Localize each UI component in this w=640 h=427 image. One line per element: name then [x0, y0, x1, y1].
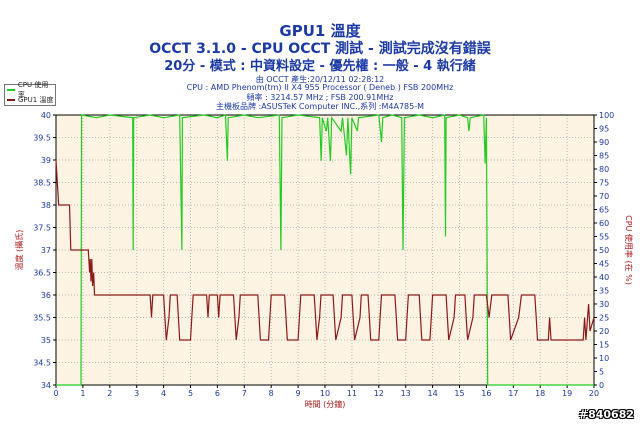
series-line-cpu-usage	[56, 114, 594, 386]
y-right-tick-label: 60	[599, 219, 609, 228]
legend-label-gpu: GPU1 溫度	[18, 96, 54, 104]
y-left-tick-label: 35.5	[33, 314, 51, 323]
x-tick-label: 13	[401, 389, 411, 398]
x-tick-label: 14	[428, 389, 438, 398]
y-right-tick-label: 95	[599, 125, 609, 134]
x-tick-label: 2	[107, 389, 112, 398]
y-right-tick-label: 30	[599, 300, 609, 309]
legend-label-cpu: CPU 使用率	[17, 81, 49, 99]
chart-legend: CPU 使用率 GPU1 溫度	[4, 81, 56, 106]
y-right-tick-label: 100	[599, 111, 614, 120]
y-left-tick-label: 38.5	[33, 179, 51, 188]
y-right-tick-label: 20	[599, 327, 609, 336]
y-right-tick-label: 75	[599, 179, 609, 188]
y-right-tick-label: 35	[599, 287, 609, 296]
chart-subtitle: OCCT 3.1.0 - CPU OCCT 測試 - 測試完成沒有錯誤	[149, 41, 491, 57]
y-left-tick-label: 36.5	[33, 269, 51, 278]
y-right-tick-label: 65	[599, 206, 609, 215]
x-tick-label: 11	[347, 389, 357, 398]
y-right-tick-label: 15	[599, 341, 609, 350]
y-left-tick-label: 35	[41, 336, 51, 345]
x-tick-label: 4	[161, 389, 166, 398]
y-left-tick-label: 37.5	[33, 224, 51, 233]
y-right-tick-label: 40	[599, 273, 609, 282]
y-right-tick-label: 25	[599, 314, 609, 323]
chart-title: GPU1 溫度	[279, 22, 361, 40]
x-tick-label: 3	[134, 389, 139, 398]
x-tick-label: 7	[242, 389, 247, 398]
y-left-tick-label: 36	[41, 291, 51, 300]
y-left-tick-label: 40	[41, 111, 51, 120]
chart-settings-line: 20分 - 模式 : 中資料設定 - 優先權 : 一般 - 4 執行緒	[164, 59, 476, 74]
x-tick-label: 20	[589, 389, 599, 398]
x-tick-label: 8	[269, 389, 274, 398]
y-right-tick-label: 0	[599, 381, 604, 390]
watermark: #840682	[578, 408, 634, 421]
plot-border	[55, 114, 595, 386]
x-tick-label: 1	[80, 389, 85, 398]
y-right-tick-label: 55	[599, 233, 609, 242]
x-tick-label: 12	[374, 389, 384, 398]
x-tick-label: 10	[320, 389, 330, 398]
x-tick-label: 16	[481, 389, 491, 398]
y-right-tick-label: 45	[599, 260, 609, 269]
x-tick-label: 17	[508, 389, 518, 398]
y-left-tick-label: 39.5	[33, 134, 51, 143]
x-tick-label: 15	[454, 389, 464, 398]
y-right-tick-label: 5	[599, 368, 604, 377]
y-left-tick-label: 39	[41, 156, 51, 165]
y-axis-label-right: CPU 使用率 (在 %)	[624, 215, 634, 285]
x-tick-label: 9	[296, 389, 301, 398]
series-line-gpu-temp	[55, 159, 595, 341]
info-generated: 由 OCCT 產生:20/12/11 02:28:12	[255, 75, 385, 84]
y-right-tick-label: 90	[599, 138, 609, 147]
legend-swatch-cpu	[7, 89, 15, 91]
y-axis-label-left: 溫度 (攝氏)	[14, 230, 24, 271]
legend-swatch-gpu	[7, 99, 15, 101]
info-motherboard: 主機板品牌 :ASUSTeK Computer INC.,系列 :M4A785-…	[215, 102, 425, 111]
legend-item-cpu: CPU 使用率	[5, 81, 55, 99]
info-frequency: 頻率 : 3214.57 MHz ; FSB 200.91MHz	[246, 93, 394, 102]
y-right-tick-label: 85	[599, 152, 609, 161]
x-tick-label: 5	[188, 389, 193, 398]
legend-item-gpu: GPU1 溫度	[5, 95, 55, 105]
y-right-tick-label: 70	[599, 192, 609, 201]
y-left-tick-label: 37	[41, 246, 51, 255]
y-left-tick-label: 38	[41, 201, 51, 210]
y-right-tick-label: 50	[599, 246, 609, 255]
info-cpu: CPU : AMD Phenom(tm) II X4 955 Processor…	[186, 83, 454, 92]
x-tick-label: 0	[53, 389, 58, 398]
x-tick-label: 6	[215, 389, 220, 398]
y-right-tick-label: 10	[599, 354, 609, 363]
y-left-tick-label: 34	[41, 381, 51, 390]
x-axis-label: 時間 (分鐘)	[305, 399, 346, 409]
x-tick-label: 19	[562, 389, 572, 398]
x-tick-label: 18	[535, 389, 545, 398]
y-right-tick-label: 80	[599, 165, 609, 174]
y-left-tick-label: 34.5	[33, 359, 51, 368]
